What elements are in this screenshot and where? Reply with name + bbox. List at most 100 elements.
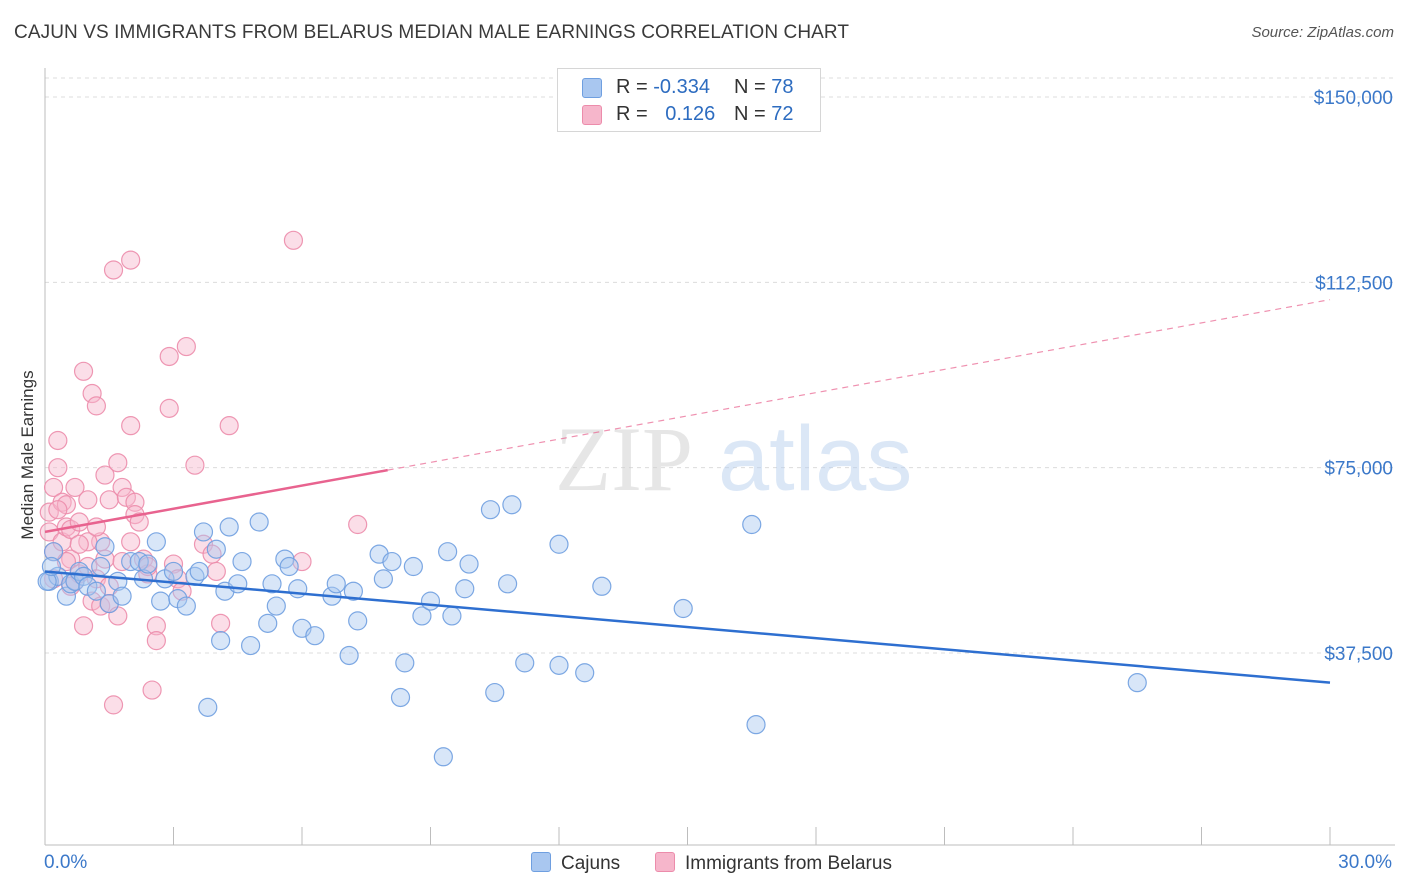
stats-legend: R = -0.334 N = 78 R = 0.126 N = 72 xyxy=(557,68,821,132)
data-point xyxy=(189,561,209,582)
y-axis-label: Median Male Earnings xyxy=(18,370,37,539)
data-point xyxy=(438,542,458,562)
data-point xyxy=(232,551,252,572)
data-point xyxy=(1127,673,1147,693)
data-point xyxy=(262,574,282,594)
legend-n-value: 72 xyxy=(771,103,794,125)
legend-swatch-belarus xyxy=(582,105,602,125)
legend-label-belarus: Immigrants from Belarus xyxy=(685,853,892,874)
data-point xyxy=(206,539,226,559)
data-point xyxy=(343,581,363,601)
y-tick-label: $75,000 xyxy=(1324,459,1393,480)
data-point xyxy=(403,556,423,577)
legend-n-value: 78 xyxy=(771,76,794,98)
data-point xyxy=(395,653,415,673)
legend-r-value: 0.126 xyxy=(665,103,716,125)
data-point xyxy=(206,561,226,582)
data-point xyxy=(56,551,77,572)
legend-label-cajuns: Cajuns xyxy=(561,853,621,874)
data-point xyxy=(211,631,231,651)
trend-line-cajuns xyxy=(44,570,1331,684)
data-point xyxy=(283,230,304,250)
data-point xyxy=(592,576,612,596)
watermark-atlas: atlas xyxy=(718,408,912,510)
data-point xyxy=(146,532,166,552)
data-point xyxy=(185,455,205,475)
data-point xyxy=(138,554,158,574)
trend-line-belarus-extended xyxy=(387,299,1331,471)
data-point xyxy=(103,260,124,280)
trend-line-belarus xyxy=(44,468,388,534)
data-point xyxy=(95,537,115,557)
data-point xyxy=(412,606,432,626)
data-point xyxy=(163,554,184,574)
data-point xyxy=(121,416,141,436)
data-point xyxy=(228,574,248,594)
data-point xyxy=(159,398,179,418)
legend-n: N = 78 xyxy=(734,76,794,98)
data-point xyxy=(82,383,102,404)
data-point xyxy=(515,653,535,673)
data-point xyxy=(305,626,325,646)
data-point xyxy=(108,453,128,473)
data-point xyxy=(373,569,393,589)
data-point xyxy=(549,655,569,675)
watermark: ZIP atlas xyxy=(555,408,912,510)
data-point xyxy=(485,682,505,703)
data-point xyxy=(339,645,359,666)
data-point xyxy=(43,542,64,562)
data-point xyxy=(241,635,261,656)
y-tick-label: $37,500 xyxy=(1324,644,1393,665)
axes xyxy=(44,68,1395,846)
data-point xyxy=(163,561,184,582)
series-legend: Cajuns Immigrants from Belarus xyxy=(0,852,1406,878)
data-point xyxy=(348,611,368,631)
data-point xyxy=(502,495,522,515)
data-point xyxy=(249,512,269,532)
data-point xyxy=(69,512,89,532)
data-point xyxy=(43,477,64,498)
legend-item-belarus[interactable]: Immigrants from Belarus xyxy=(655,852,892,875)
data-point xyxy=(390,687,411,708)
data-point xyxy=(498,574,518,594)
chart-title: CAJUN VS IMMIGRANTS FROM BELARUS MEDIAN … xyxy=(14,22,850,43)
data-point xyxy=(198,697,218,717)
data-point xyxy=(91,556,111,577)
data-point xyxy=(459,554,479,574)
legend-r: R = 0.126 xyxy=(616,103,716,125)
x-tick-min: 0.0% xyxy=(44,852,88,873)
data-point xyxy=(56,586,77,606)
data-point xyxy=(258,613,278,633)
y-tick-label: $112,500 xyxy=(1315,273,1393,294)
legend-swatch-cajuns xyxy=(582,78,602,98)
x-tick-max: 30.0% xyxy=(1338,852,1392,873)
legend-swatch-belarus xyxy=(655,852,675,872)
data-point xyxy=(193,522,214,542)
data-point xyxy=(103,695,124,715)
data-point xyxy=(121,250,141,270)
legend-r: R = -0.334 xyxy=(616,76,710,98)
legend-item-cajuns[interactable]: Cajuns xyxy=(531,852,620,875)
data-point xyxy=(78,490,98,510)
data-point xyxy=(73,616,94,636)
data-point xyxy=(219,517,239,537)
data-point xyxy=(121,532,141,552)
data-point xyxy=(69,534,89,554)
data-point xyxy=(382,551,402,572)
data-point xyxy=(442,606,462,626)
chart-source: Source: ZipAtlas.com xyxy=(1251,24,1394,41)
legend-swatch-cajuns xyxy=(531,852,551,872)
data-point xyxy=(266,596,286,616)
data-point xyxy=(129,512,149,532)
data-point xyxy=(348,514,368,535)
data-point xyxy=(326,574,346,594)
data-point xyxy=(211,613,231,633)
data-point xyxy=(112,586,132,606)
data-point xyxy=(159,346,179,367)
data-point xyxy=(575,663,595,683)
data-point xyxy=(48,430,68,451)
data-point xyxy=(48,500,68,520)
y-tick-label: $150,000 xyxy=(1314,88,1393,109)
data-point xyxy=(86,581,107,601)
